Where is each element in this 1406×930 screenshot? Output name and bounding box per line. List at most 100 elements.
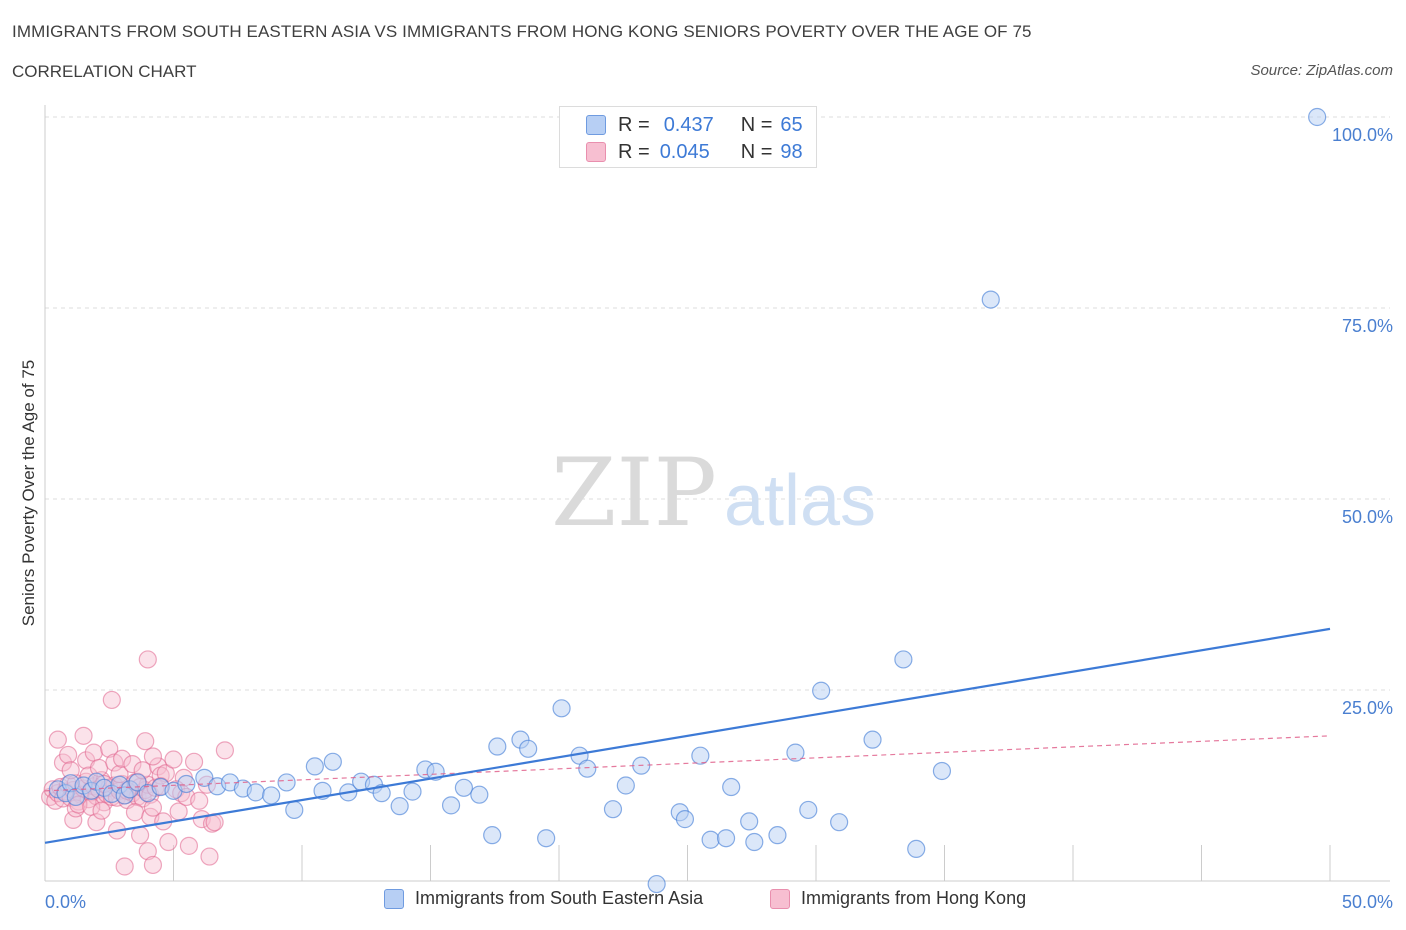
n-value: 98 — [780, 140, 803, 163]
data-point-hong-kong — [138, 842, 157, 861]
data-point-hong-kong — [125, 803, 145, 822]
data-point-hong-kong — [102, 690, 121, 710]
r-value: 0.045 — [659, 140, 710, 163]
data-point-hong-kong — [123, 755, 142, 774]
chart-title: IMMIGRANTS FROM SOUTH EASTERN ASIA VS IM… — [12, 22, 1032, 41]
data-point-hong-kong — [59, 745, 78, 765]
data-point-south-eastern-asia — [1308, 107, 1327, 127]
data-point-south-eastern-asia — [552, 699, 571, 718]
data-point-south-eastern-asia — [537, 829, 556, 848]
x-tick-label: 0.0% — [45, 892, 86, 912]
data-point-south-eastern-asia — [932, 761, 952, 781]
data-point-hong-kong — [136, 732, 155, 751]
data-point-south-eastern-asia — [454, 778, 474, 797]
data-point-south-eastern-asia — [603, 800, 623, 819]
data-point-hong-kong — [190, 791, 209, 810]
data-point-south-eastern-asia — [701, 830, 720, 849]
watermark: ZIP atlas — [551, 439, 876, 548]
data-point-hong-kong — [92, 801, 111, 820]
source-credit: Source: ZipAtlas.com — [1250, 62, 1393, 79]
data-point-south-eastern-asia — [812, 681, 831, 700]
data-point-hong-kong — [143, 855, 163, 875]
legend-item-south-eastern-asia[interactable]: Immigrants from South Eastern Asia — [384, 888, 703, 909]
data-point-south-eastern-asia — [740, 812, 759, 831]
data-point-hong-kong — [48, 730, 67, 749]
legend-swatch-blue — [384, 888, 404, 909]
data-point-south-eastern-asia — [403, 782, 422, 801]
data-point-south-eastern-asia — [390, 797, 409, 816]
data-point-south-eastern-asia — [323, 752, 342, 771]
n-label: N = — [740, 113, 773, 136]
y-tick-label: 100.0% — [1332, 125, 1393, 145]
data-point-south-eastern-asia — [441, 796, 461, 815]
data-point-south-eastern-asia — [830, 813, 849, 832]
data-point-south-eastern-asia — [799, 800, 818, 820]
r-label: R = — [618, 113, 650, 136]
watermark-atlas: atlas — [724, 461, 876, 541]
y-axis-label: Seniors Poverty Over the Age of 75 — [19, 360, 38, 626]
data-point-south-eastern-asia — [768, 826, 787, 845]
data-point-south-eastern-asia — [305, 757, 324, 776]
data-point-hong-kong — [184, 752, 204, 771]
data-point-hong-kong — [130, 826, 150, 845]
series-south-eastern-asia-points — [48, 107, 1327, 894]
trend-line-south-eastern-asia — [44, 627, 1331, 844]
n-label: N = — [740, 140, 773, 163]
data-point-south-eastern-asia — [519, 739, 538, 758]
data-point-south-eastern-asia — [277, 773, 296, 792]
data-point-south-eastern-asia — [616, 776, 635, 795]
trend-lines — [44, 627, 1331, 844]
data-point-hong-kong — [159, 832, 178, 852]
data-point-south-eastern-asia — [863, 730, 882, 749]
x-tick-label: 50.0% — [1342, 892, 1393, 912]
legend-label: Immigrants from South Eastern Asia — [415, 888, 704, 908]
data-point-south-eastern-asia — [691, 746, 710, 765]
r-value: 0.437 — [663, 113, 714, 136]
data-point-south-eastern-asia — [578, 759, 597, 778]
data-point-south-eastern-asia — [372, 784, 391, 803]
data-point-hong-kong — [74, 726, 93, 745]
data-point-south-eastern-asia — [907, 839, 926, 859]
n-value: 65 — [780, 113, 803, 136]
grid-layer — [45, 116, 1390, 691]
data-point-south-eastern-asia — [981, 290, 1000, 309]
y-tick-label: 75.0% — [1342, 316, 1393, 336]
data-point-hong-kong — [143, 747, 163, 766]
data-point-south-eastern-asia — [262, 786, 281, 805]
data-point-south-eastern-asia — [177, 774, 196, 794]
data-point-south-eastern-asia — [470, 785, 489, 804]
data-point-hong-kong — [100, 739, 119, 758]
chart-legend: Immigrants from South Eastern Asia Immig… — [0, 888, 1406, 918]
legend-item-hong-kong[interactable]: Immigrants from Hong Kong — [770, 888, 1026, 909]
legend-swatch-pink — [586, 142, 606, 162]
y-tick-label: 25.0% — [1342, 698, 1393, 718]
data-point-hong-kong — [200, 847, 219, 866]
trend-line-hong-kong — [44, 735, 1331, 792]
legend-label: Immigrants from Hong Kong — [801, 888, 1027, 908]
data-point-hong-kong — [179, 836, 199, 855]
chart-subtitle: CORRELATION CHART — [12, 62, 197, 81]
data-point-south-eastern-asia — [894, 650, 913, 669]
data-point-south-eastern-asia — [722, 777, 741, 797]
data-point-south-eastern-asia — [483, 826, 502, 845]
legend-swatch-blue — [586, 115, 606, 135]
data-point-hong-kong — [138, 650, 157, 669]
stat-row-hong-kong: R = 0.045 N = 98 — [586, 140, 803, 164]
data-point-hong-kong — [115, 857, 134, 876]
data-point-hong-kong — [112, 749, 132, 768]
axis-layer: 25.0% 50.0% 75.0% 100.0% 0.0% 50.0% — [44, 105, 1393, 912]
series-hong-kong-points — [41, 650, 234, 876]
data-point-south-eastern-asia — [488, 737, 507, 756]
data-point-hong-kong — [87, 813, 106, 832]
watermark-zip: ZIP — [551, 439, 717, 548]
data-point-south-eastern-asia — [285, 800, 304, 820]
data-point-hong-kong — [84, 743, 103, 762]
data-point-south-eastern-asia — [716, 829, 736, 848]
data-point-south-eastern-asia — [675, 810, 695, 829]
data-point-south-eastern-asia — [786, 743, 805, 762]
data-point-hong-kong — [215, 741, 234, 760]
data-point-south-eastern-asia — [745, 832, 764, 852]
data-point-south-eastern-asia — [246, 783, 265, 802]
data-point-south-eastern-asia — [647, 874, 666, 894]
